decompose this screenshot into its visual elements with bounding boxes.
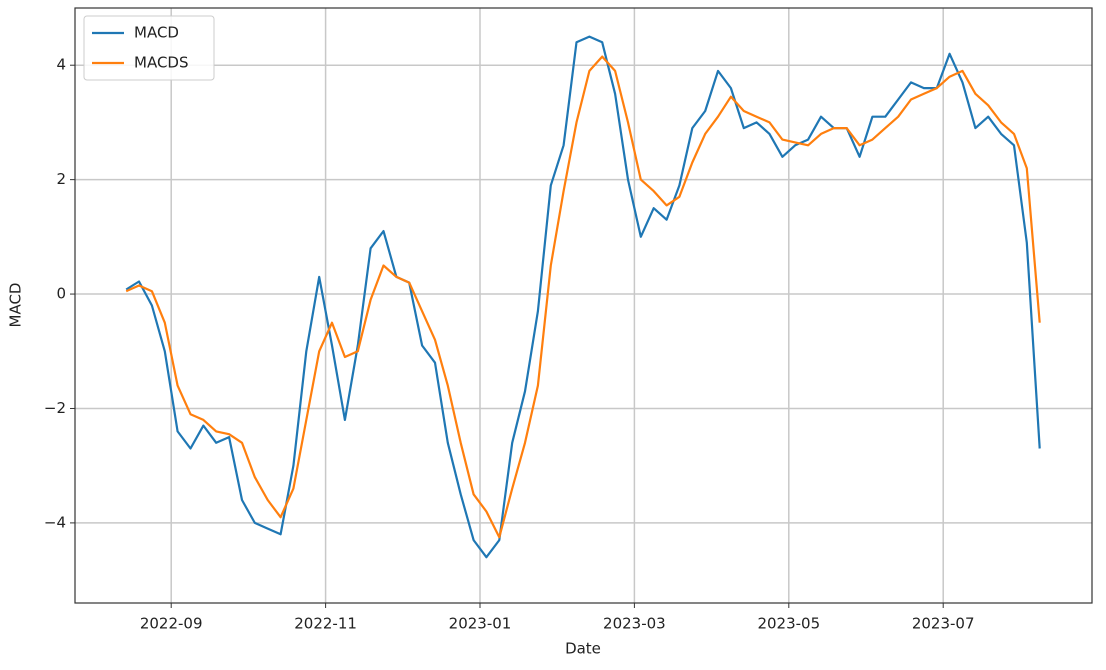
x-tick-label: 2023-03	[603, 615, 666, 633]
x-axis-label: Date	[565, 640, 601, 658]
x-tick-label: 2023-01	[449, 615, 512, 633]
y-tick-label: 4	[56, 56, 66, 74]
ticks: −4 −2 0 2 4 2022-09 2022-11 2023-01 2023-03 2023-…	[44, 56, 975, 633]
x-tick-label: 2022-11	[294, 615, 357, 633]
y-tick-label: 2	[56, 170, 66, 188]
y-tick-label: −4	[44, 513, 66, 531]
y-tick-label: 0	[56, 285, 66, 303]
series-line	[125, 35, 1041, 559]
series-line	[125, 55, 1041, 539]
y-tick-label: −2	[44, 399, 66, 417]
y-axis-label: MACD	[7, 283, 25, 328]
legend: MACD MACDS	[83, 15, 215, 81]
x-tick-label: 2023-05	[757, 615, 820, 633]
plot-frame	[74, 7, 1093, 604]
legend-label: MACDS	[134, 54, 189, 72]
lines	[125, 35, 1041, 559]
x-tick-label: 2022-09	[140, 615, 203, 633]
legend-label: MACD	[134, 24, 179, 42]
x-tick-label: 2023-07	[912, 615, 975, 633]
grid	[75, 8, 1092, 603]
